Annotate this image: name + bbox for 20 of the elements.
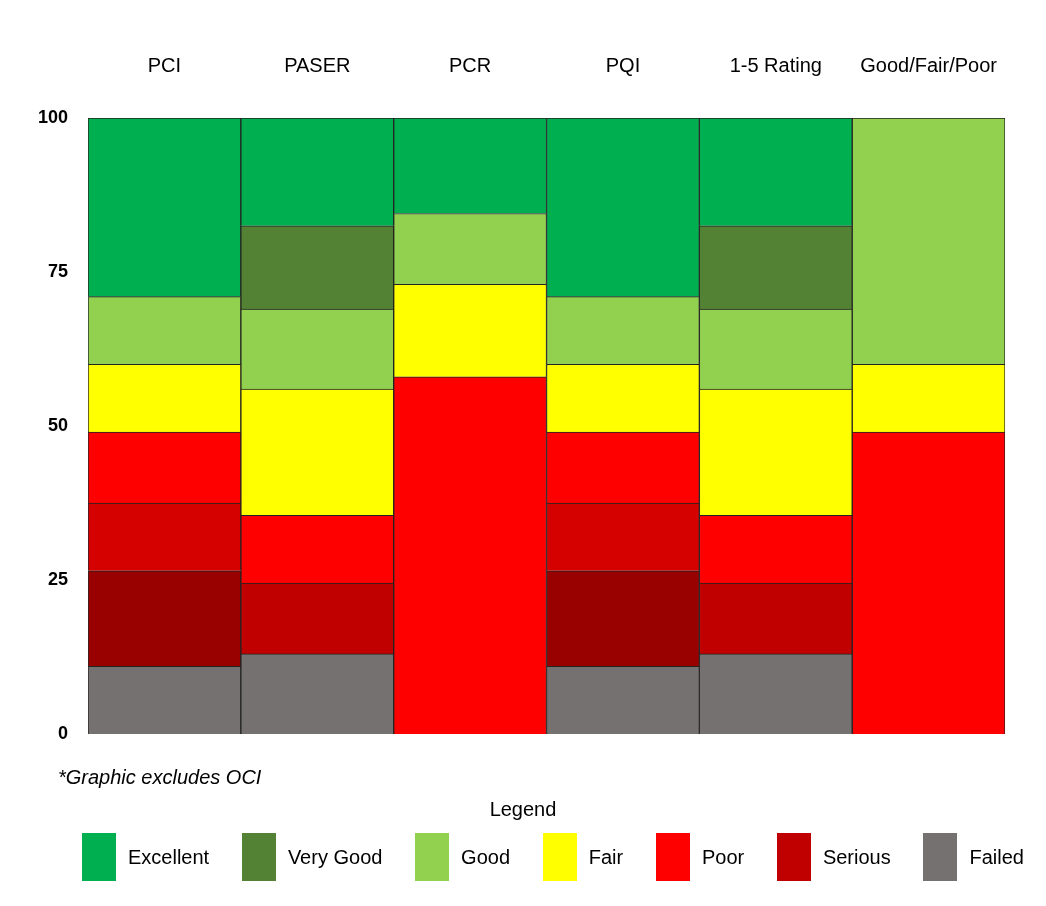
legend-label: Poor (701, 845, 745, 869)
legend-label: Good (461, 845, 511, 869)
legend-label: Failed (969, 845, 1024, 869)
y-tick-label: 75 (48, 260, 69, 281)
legend-label: Serious (822, 845, 891, 869)
text: *Graphic excludes OCI (58, 765, 262, 788)
legend-title: Legend (488, 798, 558, 821)
legend-label: Fair (588, 845, 624, 869)
x-tick-label: Good/Fair/Poor (860, 53, 998, 76)
x-tick-label: PCR (449, 53, 492, 76)
y-tick-label: 25 (48, 568, 69, 589)
y-tick-label: 0 (58, 722, 69, 743)
x-tick-label: PQI (605, 53, 641, 76)
y-tick-label: 100 (37, 106, 69, 127)
x-tick-label: PCI (147, 53, 182, 76)
y-tick-label: 50 (48, 414, 69, 435)
x-tick-label: PASER (284, 53, 351, 76)
legend-label: Excellent (128, 845, 210, 869)
legend-label: Very Good (287, 845, 383, 869)
x-tick-label: 1-5 Rating (729, 53, 822, 76)
